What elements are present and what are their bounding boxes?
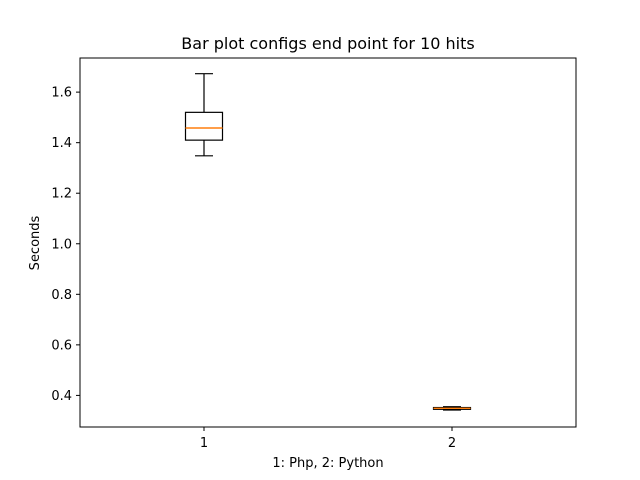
x-tick-label: 1 (200, 436, 208, 451)
y-tick-label: 1.2 (51, 187, 72, 202)
box-1 (184, 111, 224, 141)
plot-area: 0.4 0.6 0.8 1.0 1.2 1.4 1.6 1 2 (51, 57, 577, 451)
x-axis-label: 1: Php, 2: Python (272, 456, 383, 471)
y-axis-label: Seconds (28, 215, 43, 270)
y-tick-label: 0.4 (51, 389, 72, 404)
y-tick-label: 1.6 (51, 86, 72, 101)
y-tick-label: 0.6 (51, 338, 72, 353)
x-tick-label: 2 (448, 436, 456, 451)
y-tick-label: 1.4 (51, 136, 72, 151)
y-tick-label: 0.8 (51, 288, 72, 303)
y-tick-label: 1.0 (51, 237, 72, 252)
axes-frame (79, 57, 577, 428)
chart-title: Bar plot configs end point for 10 hits (181, 34, 474, 53)
